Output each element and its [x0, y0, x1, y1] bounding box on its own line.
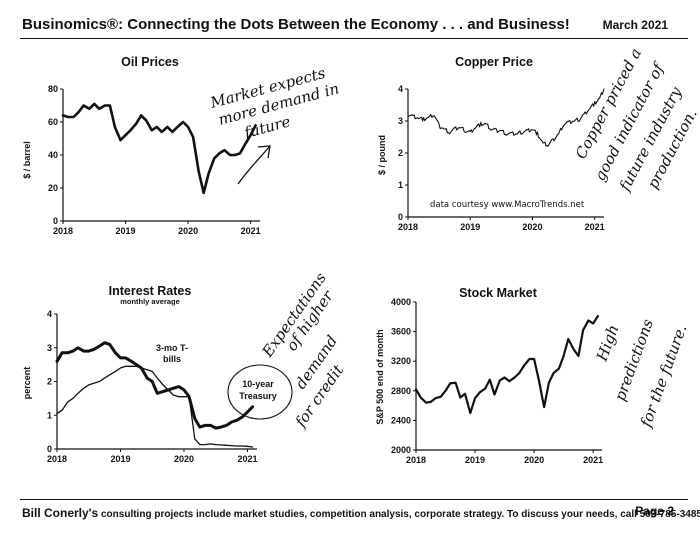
chart-oil: Oil Prices $ / barrel Market expects mor…: [22, 55, 341, 185]
chart-subtitle: monthly average: [120, 297, 180, 306]
x-tick-label: 2018: [406, 455, 426, 465]
y-tick-label: 20: [48, 183, 58, 193]
x-tick-label: 2020: [178, 226, 198, 236]
x-tick-label: 2020: [522, 222, 542, 232]
x-tick-label: 2019: [465, 455, 485, 465]
y-tick-label: 0: [47, 444, 52, 454]
y-tick-label: 2400: [391, 415, 411, 425]
handwritten-arrow: [237, 145, 271, 185]
handwritten-note-1: High: [593, 322, 623, 364]
series-label-treasury-2: Treasury: [239, 391, 277, 401]
x-tick-label: 2020: [524, 455, 544, 465]
y-axis-label: $ / pound: [377, 135, 387, 175]
top-rule: [20, 38, 688, 39]
y-tick-label: 3: [47, 343, 52, 353]
y-tick-label: 3: [398, 116, 403, 126]
axis-lines: [56, 314, 257, 450]
x-tick-label: 2018: [47, 454, 67, 464]
footer-message: consulting projects include market studi…: [101, 509, 700, 520]
series-line: [407, 88, 605, 147]
x-tick-label: 2021: [241, 226, 261, 236]
chart-title: Stock Market: [459, 286, 538, 300]
series-line-treasury: [55, 341, 255, 430]
y-tick-label: 0: [53, 216, 58, 226]
page-title: Businomics®: Connecting the Dots Between…: [22, 16, 570, 33]
y-tick-label: 1: [398, 180, 403, 190]
y-tick-label: 80: [48, 84, 58, 94]
series-label-tbills-2: bills: [163, 354, 181, 364]
y-axis-label: percent: [22, 367, 32, 400]
plot-stocks: 2000 2400 2800 3200 3600 4000 2018 2019 2020 2021: [391, 297, 603, 465]
x-tick-label: 2019: [110, 454, 130, 464]
plot-copper: 0 1 2 3 4 2018 2019 2020 2021: [398, 84, 605, 232]
bottom-rule: [20, 499, 688, 500]
chart-title: Oil Prices: [121, 55, 179, 69]
x-tick-label: 2020: [174, 454, 194, 464]
footer-name: Bill Conerly's: [22, 506, 99, 520]
y-tick-label: 40: [48, 150, 58, 160]
issue-date: March 2021: [602, 18, 668, 32]
series-line: [414, 315, 599, 415]
x-tick-label: 2018: [398, 222, 418, 232]
x-tick-label: 2018: [53, 226, 73, 236]
series-label-tbills-1: 3-mo T-: [156, 343, 188, 353]
y-tick-label: 2: [47, 377, 52, 387]
chart-copper: Copper Price $ / pound data courtesy www…: [377, 45, 700, 210]
data-source-note: data courtesy www.MacroTrends.net: [430, 200, 585, 210]
chart-interest-rates: Interest Rates monthly average percent 3…: [22, 269, 348, 431]
x-tick-label: 2019: [116, 226, 136, 236]
y-tick-label: 4: [47, 309, 52, 319]
chart-title: Copper Price: [455, 55, 533, 69]
y-tick-label: 2000: [391, 445, 411, 455]
series-label-treasury-1: 10-year: [242, 379, 274, 389]
axis-lines: [415, 302, 602, 451]
x-tick-label: 2021: [585, 222, 605, 232]
y-axis-label: S&P 500 end of month: [375, 329, 385, 424]
series-line-tbills: [56, 365, 254, 448]
series-line: [61, 102, 257, 195]
y-tick-label: 1: [47, 410, 52, 420]
y-tick-label: 2800: [391, 386, 411, 396]
x-tick-label: 2021: [237, 454, 257, 464]
x-tick-label: 2019: [460, 222, 480, 232]
highlight-circle: [227, 364, 293, 420]
y-tick-label: 3600: [391, 327, 411, 337]
plot-oil: 0 20 40 60 80 2018 2019 2020 2021: [48, 84, 261, 236]
y-tick-label: 0: [398, 212, 403, 222]
y-tick-label: 4000: [391, 297, 411, 307]
page-number: Page 2: [635, 504, 674, 518]
chart-title: Interest Rates: [109, 284, 192, 298]
footer-text: Bill Conerly's consulting projects inclu…: [22, 506, 700, 520]
x-tick-label: 2021: [583, 455, 603, 465]
plot-rates: 0 1 2 3 4 2018 2019 2020 2021: [47, 309, 258, 464]
y-tick-label: 4: [398, 84, 403, 94]
y-tick-label: 2: [398, 148, 403, 158]
y-tick-label: 60: [48, 117, 58, 127]
y-tick-label: 3200: [391, 356, 411, 366]
y-axis-label: $ / barrel: [22, 141, 32, 179]
